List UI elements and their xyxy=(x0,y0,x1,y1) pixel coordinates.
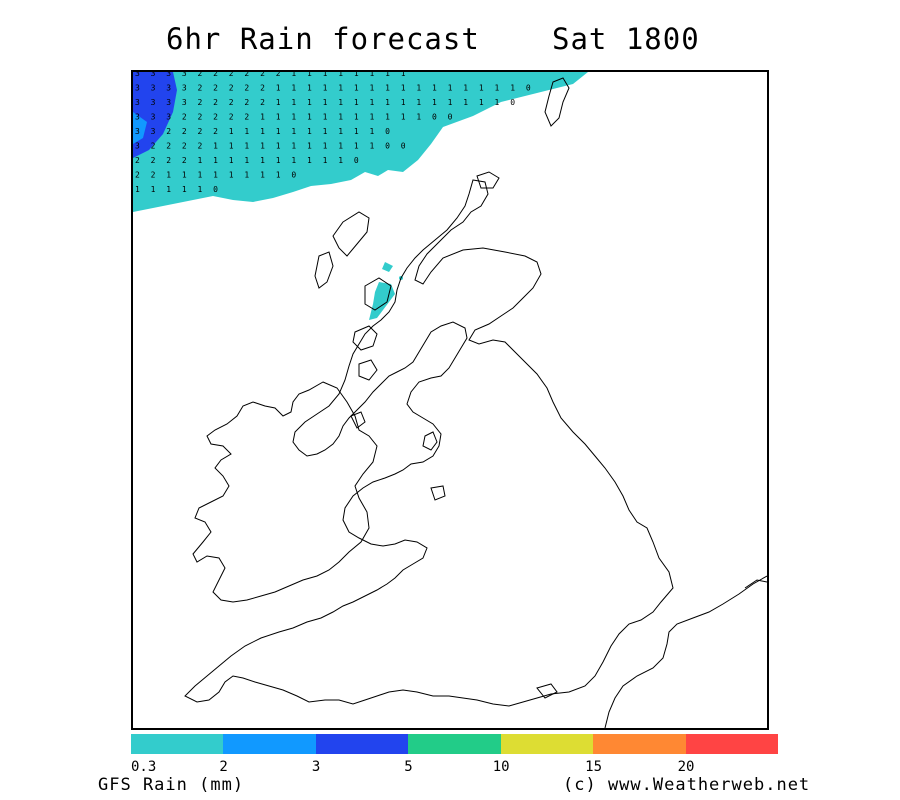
rain-amount-row: 3 3 3 3 2 2 2 2 2 2 1 1 1 1 1 1 1 1 xyxy=(135,72,409,78)
coastline-continent-north xyxy=(744,579,767,589)
island-skye xyxy=(364,277,392,311)
rain-amount-row: 2 2 2 2 1 1 1 1 1 1 1 1 1 1 0 xyxy=(135,156,362,165)
rain-area-heavy xyxy=(133,72,177,158)
colorbar-label: 10 xyxy=(492,759,510,775)
colorbar-label: 20 xyxy=(677,759,695,775)
coastline-ireland xyxy=(192,381,378,603)
island-anglesey xyxy=(430,485,446,501)
rain-dot xyxy=(389,138,393,142)
colorbar-label: 3 xyxy=(311,759,321,775)
colorbar-label: 5 xyxy=(404,759,413,775)
rain-amount-row: 3 3 3 2 2 2 2 2 1 1 1 1 1 1 1 1 1 1 1 0 … xyxy=(135,113,455,122)
island-uist xyxy=(314,251,334,289)
rain-amount-row: 3 3 3 3 2 2 2 2 2 1 1 1 1 1 1 1 1 1 1 1 … xyxy=(135,98,518,107)
island-isle-of-wight xyxy=(536,683,558,699)
colorbar-label: 15 xyxy=(585,759,602,775)
colorbar-segment xyxy=(315,734,409,754)
coastline-great-britain xyxy=(184,179,674,707)
map-canvas: 3 3 3 3 2 2 2 2 2 2 1 1 1 1 1 1 1 1 3 3 3… xyxy=(133,72,767,728)
rain-amount-row: 3 2 2 2 2 1 1 1 1 1 1 1 1 1 1 1 0 0 xyxy=(135,142,409,151)
colorbar-label: 2 xyxy=(219,759,228,775)
colorbar-label: 0.3 xyxy=(131,759,157,775)
island-mull xyxy=(352,325,378,351)
colorbar-segment xyxy=(685,734,778,754)
lough-neagh xyxy=(350,411,366,429)
rain-amount-row: 3 3 3 3 2 2 2 2 2 1 1 1 1 1 1 1 1 1 1 1 … xyxy=(135,84,534,93)
rain-amount-row: 1 1 1 1 1 0 xyxy=(135,185,221,194)
colorbar-segment xyxy=(408,734,501,754)
rain-area-scotland xyxy=(369,282,395,320)
legend-title: GFS Rain (mm) xyxy=(98,775,245,795)
coastlines xyxy=(184,77,767,728)
rain-amount-row: 3 3 2 2 2 2 1 1 1 1 1 1 1 1 1 1 0 xyxy=(135,127,393,136)
island-lewis xyxy=(332,211,370,257)
island-isle-of-man xyxy=(422,431,438,451)
rain-dot xyxy=(359,140,363,144)
rain-amount-row: 2 2 1 1 1 1 1 1 1 1 0 xyxy=(135,171,299,180)
rain-colorbar xyxy=(131,734,778,754)
map-title: 6hr Rain forecast xyxy=(166,22,480,56)
rain-area-skye xyxy=(382,262,393,272)
colorbar-segment xyxy=(223,734,316,754)
colorbar-segment xyxy=(593,734,686,754)
forecast-map: 3 3 3 3 2 2 2 2 2 2 1 1 1 1 1 1 1 1 3 3 3… xyxy=(131,70,769,730)
colorbar-segment xyxy=(500,734,594,754)
island-shetland xyxy=(544,77,570,127)
rain-area-moderate xyxy=(133,112,147,144)
valid-time: Sat 1800 xyxy=(552,22,700,56)
coastline-continent xyxy=(604,575,767,728)
rain-amount-grid: 3 3 3 3 2 2 2 2 2 2 1 1 1 1 1 1 1 1 3 3 3… xyxy=(135,72,534,194)
island-orkney xyxy=(476,171,500,189)
island-islay xyxy=(358,359,378,381)
credit-text: (c) www.Weatherweb.net xyxy=(563,775,811,795)
colorbar-segment xyxy=(131,734,224,754)
